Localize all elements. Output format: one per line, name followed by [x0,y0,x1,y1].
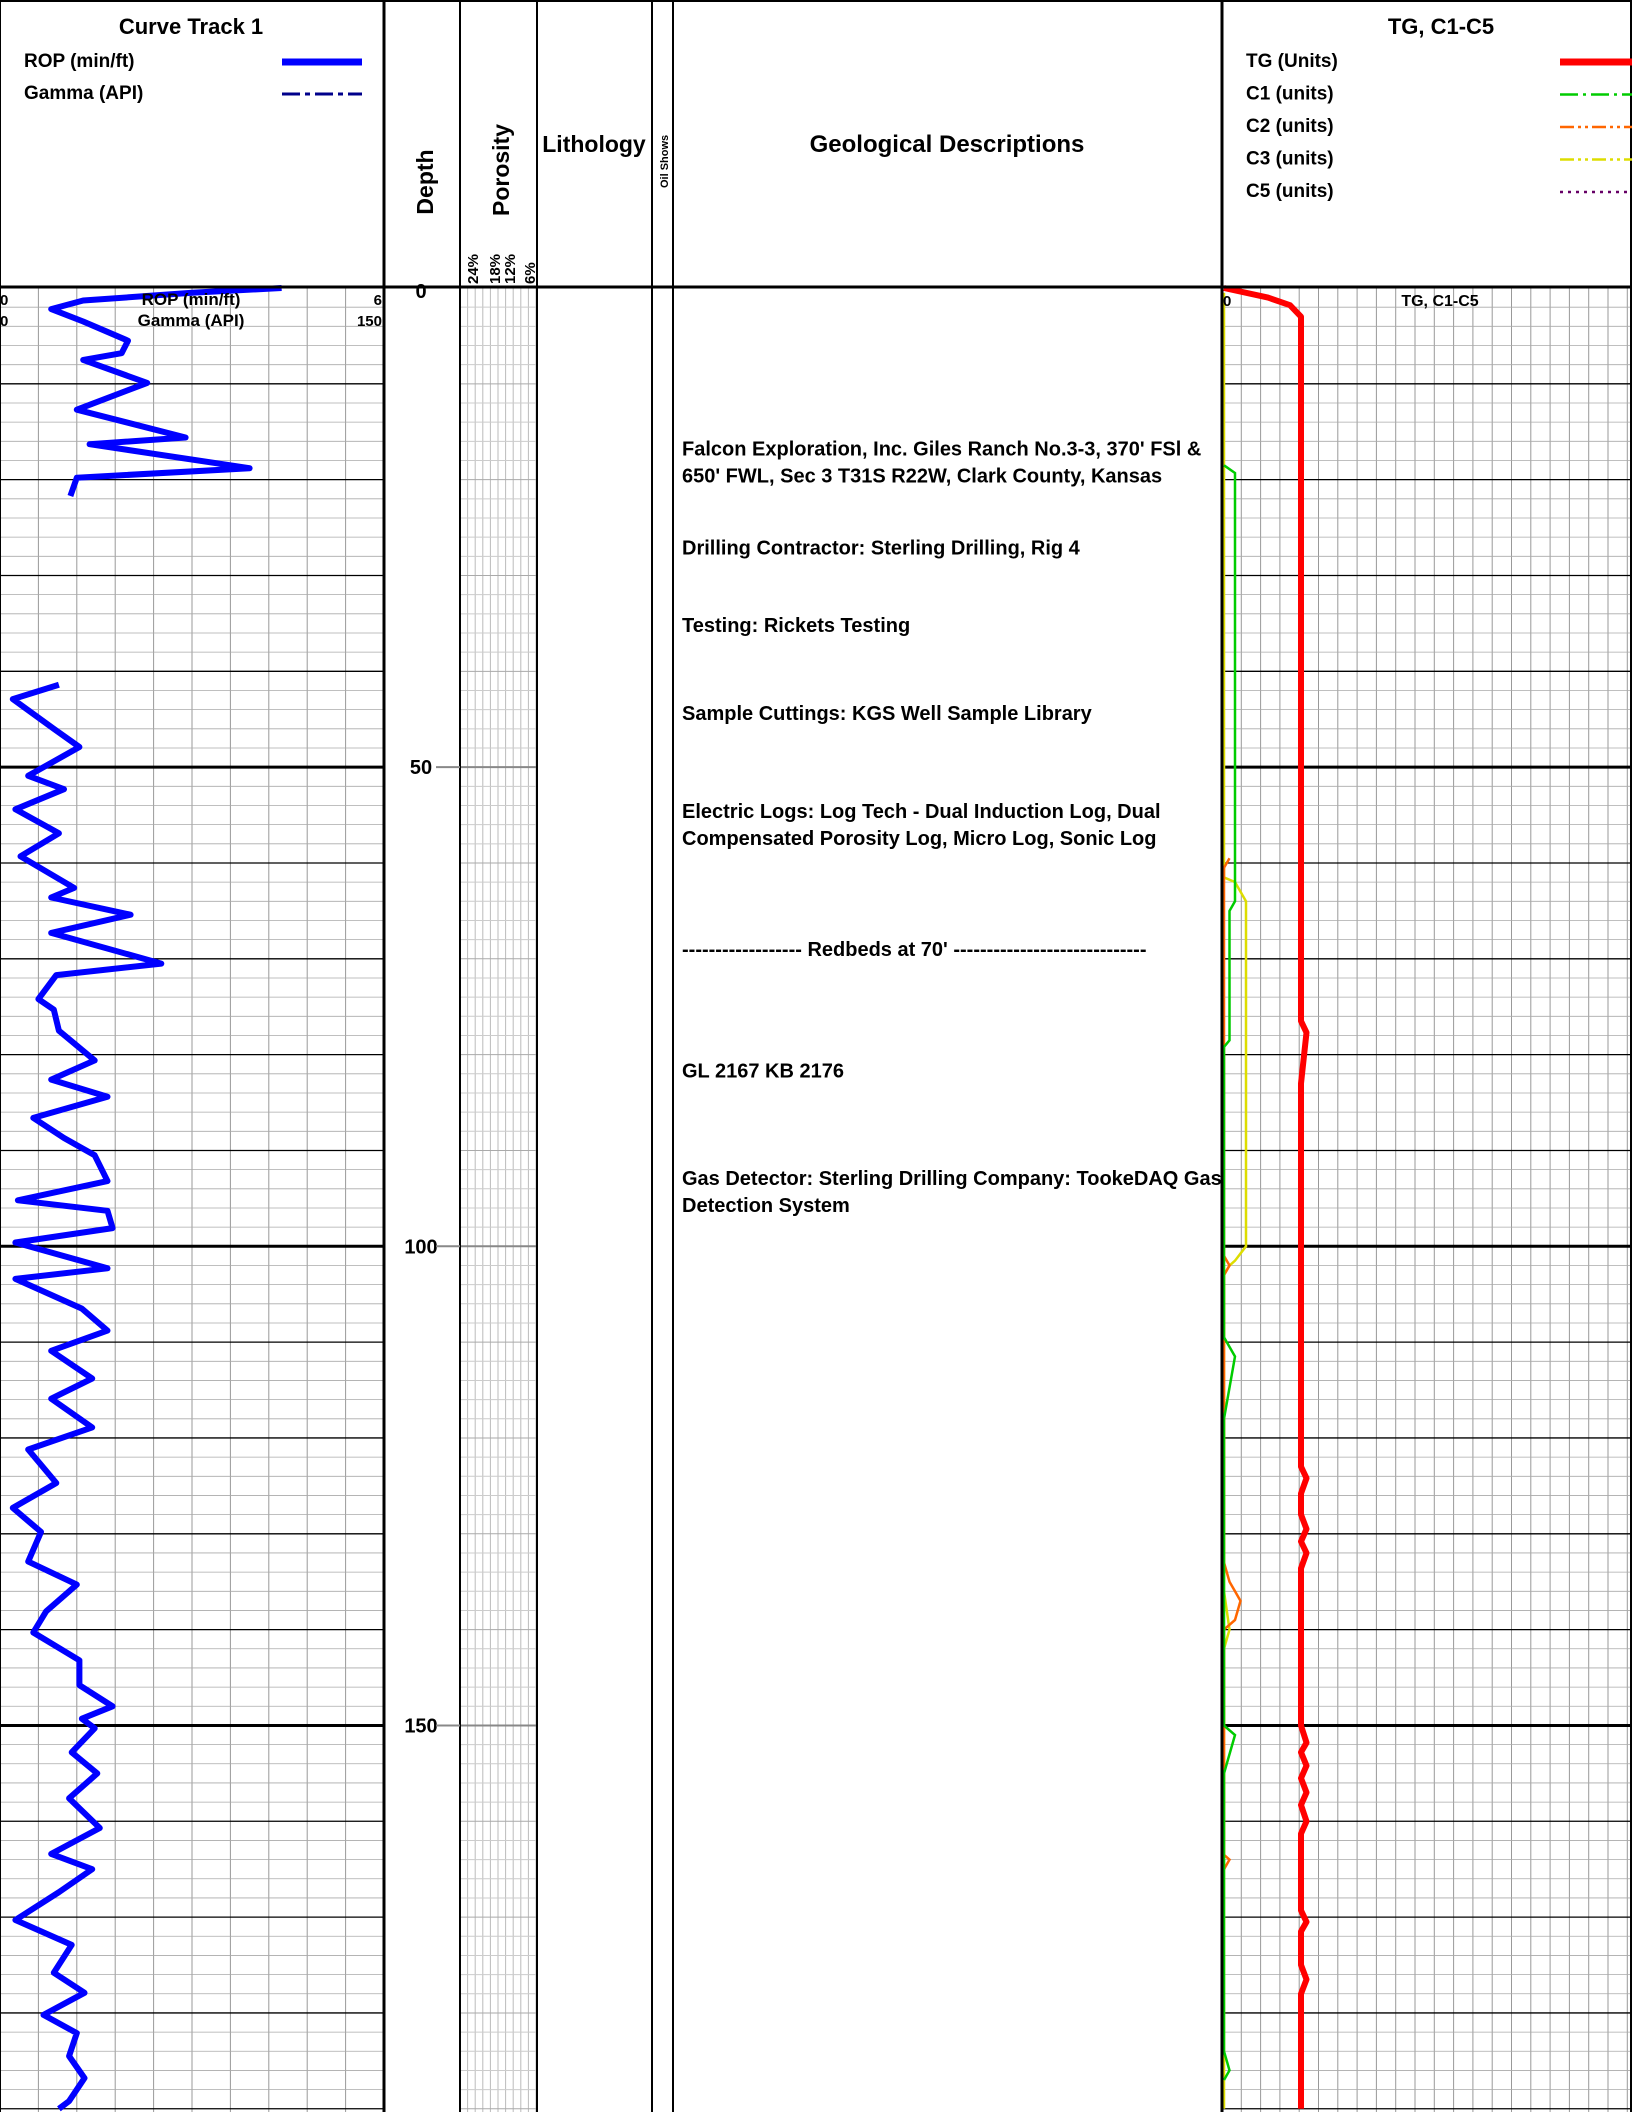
rop-curve [48,285,282,497]
description-line: ------------------ Redbeds at 70' ------… [682,939,1147,961]
porosity-tick-24: 24% [465,254,482,284]
c2-curve [1222,857,1242,1870]
gas-legend: TG (Units) C1 (units) C2 (units) C3 (units)… [1246,51,1632,202]
rop-scale-min: 0 [0,292,8,309]
porosity-tick-12: 12% [502,254,519,284]
rop-scale-max: 6 [374,292,382,309]
gas-track-title: TG, C1-C5 [1388,14,1494,39]
gamma-scale-name: Gamma (API) [138,311,245,330]
gas-legend-label: C2 (units) [1246,116,1334,137]
description-line: Electric Logs: Log Tech - Dual Induction… [682,801,1161,823]
gamma-scale-min: 0 [0,313,8,330]
description-line: Testing: Rickets Testing [682,615,910,637]
header: Curve Track 1 ROP (min/ft) Gamma (API) D… [24,14,1632,284]
scale-labels: 0 ROP (min/ft) 6 0 Gamma (API) 150 0 TG,… [0,281,1479,330]
rop-scale-name: ROP (min/ft) [142,290,241,309]
curve-layer [9,285,1310,2112]
gas-legend-label: C5 (units) [1246,181,1334,202]
gamma-curve [9,681,165,2112]
depth-label: 100 [404,1236,437,1258]
gamma-scale-max: 150 [357,313,382,330]
tg-curve [1223,285,1310,2109]
depth-header: Depth [412,149,438,214]
description-line: Compensated Porosity Log, Micro Log, Son… [682,828,1156,850]
depth-labels: 50 100 150 [404,757,460,1737]
tg-scale-name: TG, C1-C5 [1401,293,1478,310]
porosity-tick-18: 18% [487,254,504,284]
depth-label: 50 [410,757,432,779]
porosity-header: Porosity [488,124,514,216]
gamma-legend-label: Gamma (API) [24,83,143,104]
curve-track-title: Curve Track 1 [119,14,263,39]
description-line: GL 2167 KB 2176 [682,1061,844,1083]
description-line: Detection System [682,1195,850,1217]
depth-zero-label: 0 [415,281,426,303]
gas-legend-label: C1 (units) [1246,84,1334,105]
description-line: Falcon Exploration, Inc. Giles Ranch No.… [682,439,1201,461]
lithology-header: Lithology [542,131,646,157]
description-line: Gas Detector: Sterling Drilling Company:… [682,1168,1222,1190]
c1-curve [1222,464,1237,2081]
oil-shows-header: Oil Shows [659,135,671,188]
tg-scale-min: 0 [1223,293,1231,310]
depth-label: 150 [404,1715,437,1737]
geological-descriptions-header: Geological Descriptions [810,131,1085,158]
description-line: 650' FWL, Sec 3 T31S R22W, Clark County,… [682,466,1162,488]
gas-legend-label: C3 (units) [1246,149,1334,170]
description-line: Sample Cuttings: KGS Well Sample Library [682,703,1093,725]
gas-legend-label: TG (Units) [1246,51,1338,72]
porosity-tick-6: 6% [522,262,539,284]
geological-descriptions: Falcon Exploration, Inc. Giles Ranch No.… [682,439,1222,1217]
rop-legend-label: ROP (min/ft) [24,51,134,72]
description-line: Drilling Contractor: Sterling Drilling, … [682,537,1081,559]
